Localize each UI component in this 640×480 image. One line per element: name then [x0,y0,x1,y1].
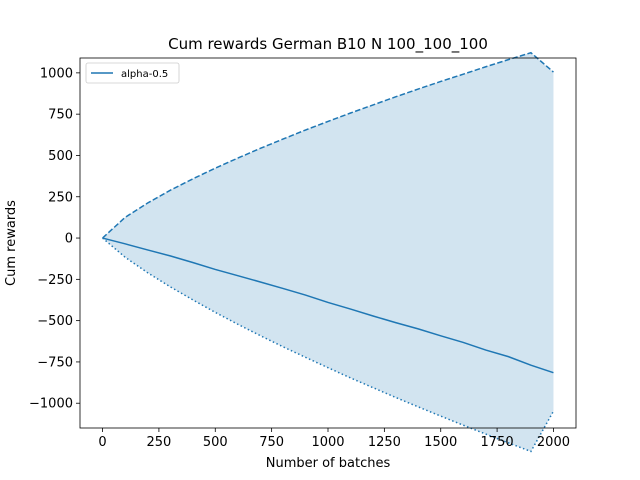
x-tick-label: 1750 [481,435,514,450]
y-tick-label: −1000 [29,397,73,412]
confidence-band [102,52,554,452]
x-tick-label: 250 [146,435,171,450]
x-tick-label: 500 [203,435,228,450]
series-line-alpha-0.5 [102,237,554,374]
lower-bound-line [102,237,555,453]
x-tick-label: 1250 [368,435,401,450]
y-tick-label: −500 [37,314,73,329]
y-tick-label: 250 [48,190,73,205]
x-tick-label: 1500 [424,435,457,450]
y-tick-label: 750 [48,108,73,123]
legend-label: alpha-0.5 [121,69,168,80]
y-tick-label: −750 [37,355,73,370]
x-tick-label: 0 [98,435,106,450]
plot-area [102,51,555,453]
x-axis: 0 250 500 750 1000 1250 1500 1750 2000 [98,428,570,450]
legend-box [85,62,180,84]
y-axis-label: Cum rewards [4,200,19,286]
y-tick-label: 0 [65,232,73,247]
chart-title: Cum rewards German B10 N 100_100_100 [168,35,488,54]
y-tick-label: 500 [48,149,73,164]
x-tick-label: 750 [259,435,284,450]
x-tick-label: 2000 [537,435,570,450]
y-tick-label: 1000 [40,66,73,81]
x-tick-label: 1000 [311,435,344,450]
upper-bound-line [102,51,554,239]
y-axis: −1000 −750 −500 −250 0 250 500 750 1000 [29,66,80,412]
legend: alpha-0.5 [85,62,180,84]
y-tick-label: −250 [37,273,73,288]
x-axis-label: Number of batches [266,456,391,471]
